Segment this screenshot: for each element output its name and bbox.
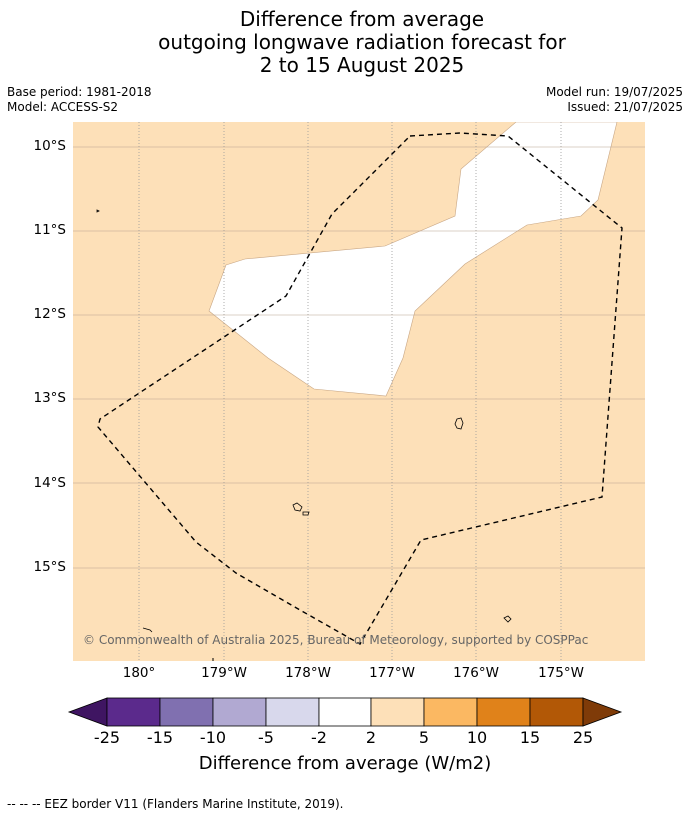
colorbar-tick: -25 (93, 728, 121, 747)
issued-date: Issued: 21/07/2025 (567, 100, 683, 114)
colorbar-bin-6 (370, 697, 425, 727)
colorbar-bin-8 (476, 697, 531, 727)
title-line-2: outgoing longwave radiation forecast for (158, 30, 566, 54)
colorbar-tick: 15 (519, 728, 541, 747)
meta-left: Base period: 1981-2018 Model: ACCESS-S2 (7, 85, 152, 115)
colorbar-tick: -15 (146, 728, 174, 747)
colorbar-tick: 5 (418, 728, 430, 747)
eez-border (97, 132, 623, 645)
lon-label-178w: 178°W (285, 665, 331, 681)
colorbar-tick: -2 (311, 728, 327, 747)
colorbar-bin-4 (265, 697, 320, 727)
map-frame (73, 122, 645, 661)
colorbar-bin-7 (423, 697, 478, 727)
gridlines (73, 122, 645, 661)
colorbar-bin-9 (529, 697, 584, 727)
colorbar-tick: 2 (365, 728, 377, 747)
colorbar-tick: -5 (258, 728, 274, 747)
map-title: Difference from average outgoing longwav… (0, 8, 690, 77)
lon-label-180: 180° (122, 665, 156, 681)
colorbar-bin-5 (318, 697, 372, 727)
eez-legend-note: -- -- -- EEZ border V11 (Flanders Marine… (7, 797, 344, 811)
model-run: Model run: 19/07/2025 (545, 85, 683, 99)
lat-label-13s: 13°S (33, 390, 67, 406)
island-atoll-east (454, 417, 464, 430)
colorbar-bin-3 (212, 697, 267, 727)
lat-label-10s: 10°S (33, 138, 67, 154)
islands (96, 209, 512, 633)
colorbar-label: Difference from average (W/m2) (198, 753, 492, 774)
colorbar-tick: 10 (466, 728, 488, 747)
colorbar-tick: 25 (572, 728, 594, 747)
colorbar-bin-1 (106, 697, 161, 727)
neutral-anomaly-region (208, 122, 618, 397)
colorbar-tick: -10 (199, 728, 227, 747)
title-line-3: 2 to 15 August 2025 (259, 53, 465, 77)
lat-label-11s: 11°S (33, 222, 67, 238)
copyright-notice: © Commonwealth of Australia 2025, Bureau… (83, 633, 589, 647)
lat-label-14s: 14°S (33, 475, 67, 491)
colorbar-max-extension (582, 697, 623, 727)
colorbar-min-extension (67, 697, 108, 727)
colorbar-bin-2 (159, 697, 214, 727)
island-edge-south (142, 627, 153, 633)
model-name: Model: ACCESS-S2 (7, 100, 119, 114)
meta-right: Model run: 19/07/2025 Issued: 21/07/2025 (546, 85, 683, 115)
base-period: Base period: 1981-2018 (7, 85, 152, 99)
lon-label-179w: 179°W (201, 665, 247, 681)
island-small-south (503, 615, 512, 623)
title-line-1: Difference from average (239, 7, 485, 31)
lon-label-176w: 176°W (453, 665, 499, 681)
island-tiny-west (96, 209, 100, 213)
lat-label-15s: 15°S (33, 559, 67, 575)
island-atoll-southwest (292, 502, 310, 516)
lon-label-177w: 177°W (369, 665, 415, 681)
lat-label-12s: 12°S (33, 306, 67, 322)
colorbar (67, 697, 623, 727)
lon-label-175w: 175°W (538, 665, 584, 681)
